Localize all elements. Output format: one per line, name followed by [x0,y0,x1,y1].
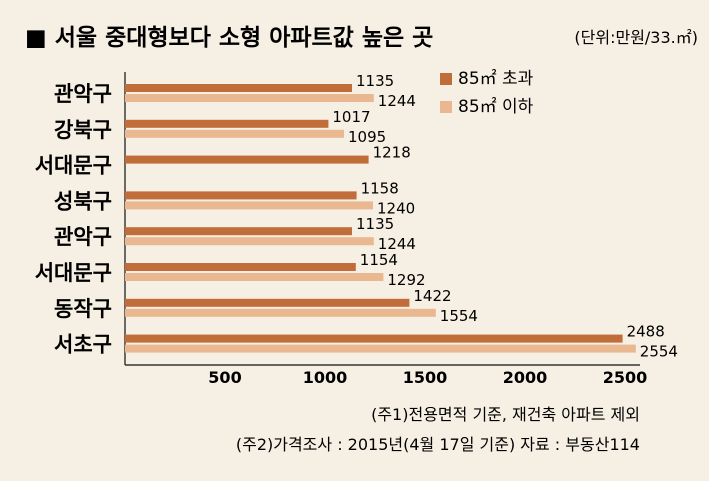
bar-over85 [125,119,329,128]
data-label: 1095 [348,128,386,146]
bar-under85 [125,129,344,138]
data-label: 1244 [378,92,416,110]
legend-swatch-over85 [440,73,452,85]
note-1: (주1)전용면적 기준, 재건축 아파트 제외 [371,405,640,424]
bar-over85 [125,227,352,236]
plot-area: 500 1000 1500 2000 2500 관악구 1135 1244 강북구 1017 109… [35,72,678,387]
category-label: 서대문구 [35,154,112,178]
data-label: 1240 [377,199,415,217]
legend-label-under85: 85㎡ 이하 [458,97,534,117]
bar-over85 [125,191,357,200]
bar-over85 [125,334,623,343]
category-label: 동작구 [54,297,112,321]
bar-over85 [125,263,356,271]
note-2: (주2)가격조사 : 2015년(4월 17일 기준) 자료 : 부동산114 [236,435,640,454]
bar-under85 [125,201,373,210]
bar-under85 [125,94,374,102]
data-label: 1422 [413,287,451,305]
x-tick-label: 1000 [303,368,348,387]
bar-under85 [125,308,436,317]
bar-under85 [125,344,636,353]
bar-over85 [125,155,369,164]
bar-under85 [125,273,384,281]
category-label: 성북구 [54,189,112,213]
x-tick-label: 2000 [503,368,548,387]
legend-label-over85: 85㎡ 초과 [458,69,534,89]
data-label: 1292 [387,271,425,289]
category-label: 서대문구 [35,261,112,285]
bar-under85 [125,237,374,246]
x-tick-label: 2500 [603,368,648,387]
data-label: 1554 [440,307,478,325]
x-tick-label: 1500 [403,368,448,387]
category-label: 서초구 [54,333,112,357]
bar-over85 [125,298,410,307]
data-label: 1154 [360,251,398,269]
legend: 85㎡ 초과 85㎡ 이하 [440,69,534,117]
data-label: 1017 [332,108,370,126]
category-label: 관악구 [54,225,112,249]
data-label: 1218 [373,144,411,162]
unit-label: (단위:만원/33.㎡) [574,28,698,47]
data-label: 2554 [640,343,678,361]
data-label: 1158 [361,179,399,197]
legend-swatch-under85 [440,101,452,113]
data-label: 2488 [627,323,665,341]
chart-title: ■ 서울 중대형보다 소형 아파트값 높은 곳 [25,25,433,51]
bar-over85 [125,84,352,92]
x-tick-label: 500 [208,368,241,387]
category-label: 관악구 [54,82,112,106]
category-label: 강북구 [54,118,112,142]
data-label: 1135 [356,215,394,233]
data-label: 1135 [356,72,394,90]
data-label: 1244 [378,235,416,253]
